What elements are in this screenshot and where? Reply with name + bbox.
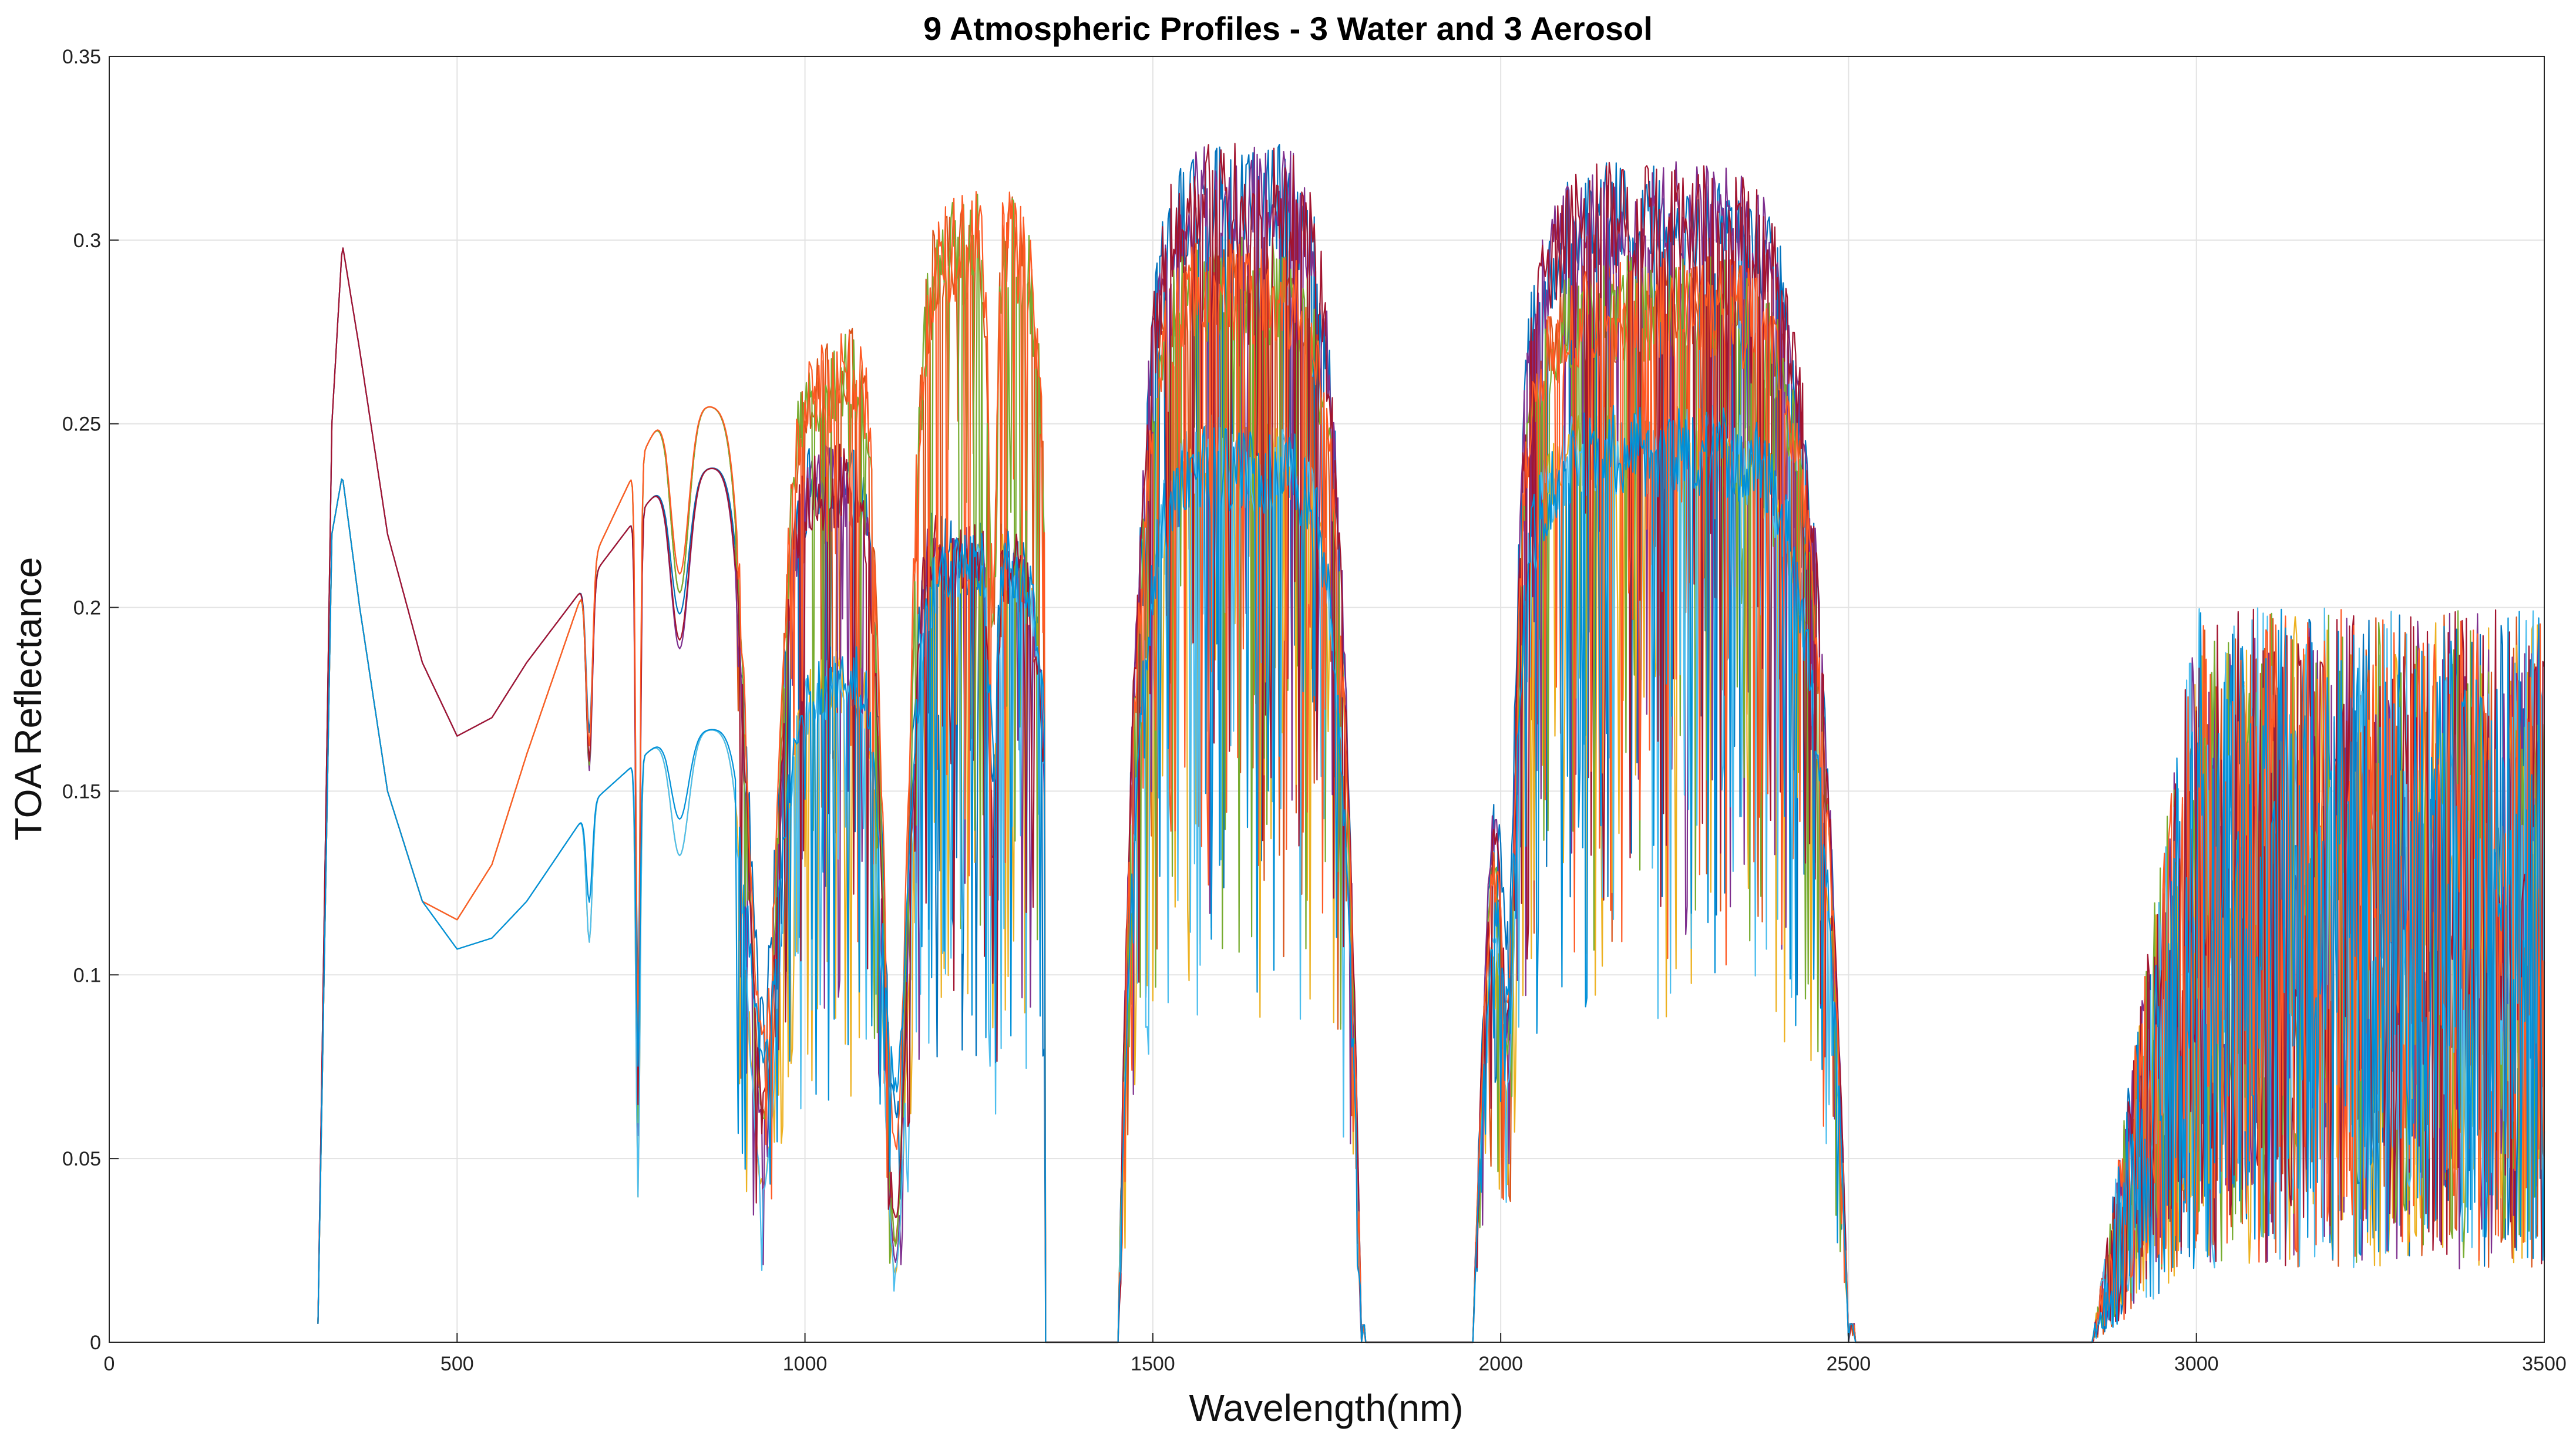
x-tick-label: 0 xyxy=(104,1353,115,1375)
y-tick-label: 0.2 xyxy=(73,597,101,619)
x-tick-label: 2000 xyxy=(1478,1353,1523,1375)
x-tick-label: 2500 xyxy=(1827,1353,1871,1375)
y-tick-label: 0.25 xyxy=(62,413,101,436)
x-tick-label: 1000 xyxy=(783,1353,828,1375)
y-tick-label: 0.15 xyxy=(62,780,101,803)
tick-labels: 0 500 1000 1500 2000 2500 3000 3500 0 0.05 0.1 0.15… xyxy=(62,46,2567,1375)
y-tick-label: 0 xyxy=(90,1332,101,1354)
y-tick-label: 0.3 xyxy=(73,230,101,252)
x-tick-label: 500 xyxy=(440,1353,474,1375)
y-tick-label: 0.35 xyxy=(62,46,101,68)
x-axis-label: Wavelength(nm) xyxy=(1189,1387,1463,1429)
chart-title: 9 Atmospheric Profiles - 3 Water and 3 A… xyxy=(923,10,1653,47)
x-tick-label: 1500 xyxy=(1131,1353,1175,1375)
y-tick-label: 0.05 xyxy=(62,1148,101,1170)
y-tick-label: 0.1 xyxy=(73,964,101,986)
plot-frame xyxy=(109,56,2545,1343)
axes xyxy=(109,56,2545,1343)
x-tick-label: 3000 xyxy=(2174,1353,2219,1375)
y-axis-label: TOA Reflectance xyxy=(7,557,49,841)
x-tick-label: 3500 xyxy=(2522,1353,2567,1375)
